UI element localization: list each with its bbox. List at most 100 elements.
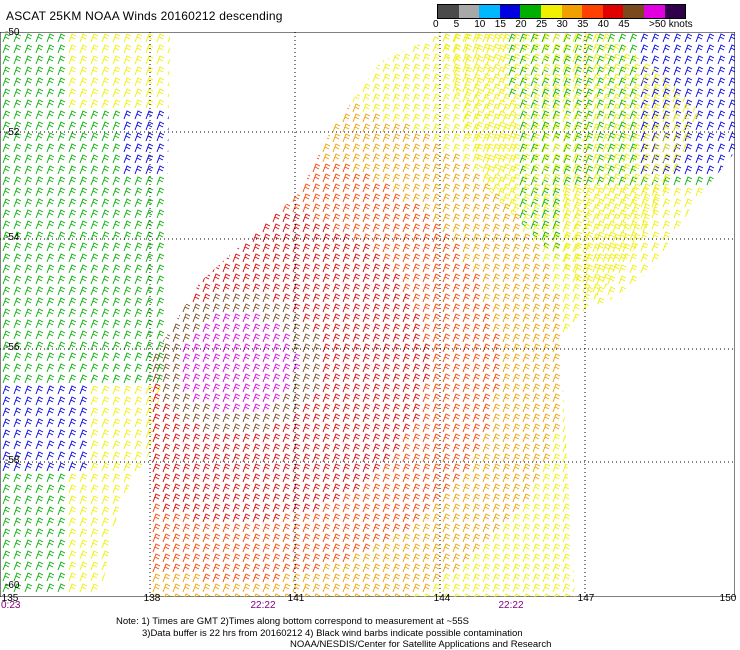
wind-barb	[46, 407, 55, 417]
wind-barb	[13, 264, 22, 274]
wind-barb	[145, 110, 154, 120]
wind-barb	[57, 44, 66, 54]
wind-barb	[145, 154, 154, 164]
wind-barb	[13, 539, 22, 549]
wind-barb	[90, 77, 99, 87]
wind-barb	[662, 231, 671, 241]
wind-barb	[13, 561, 22, 571]
wind-barb	[156, 264, 165, 274]
wind-barb	[2, 308, 11, 318]
wind-barb	[79, 77, 88, 87]
wind-barb	[35, 209, 44, 219]
wind-barb	[145, 121, 154, 131]
wind-barb	[134, 55, 143, 65]
wind-barb	[13, 517, 22, 527]
wind-barb	[684, 176, 693, 186]
colorbar-swatch	[540, 5, 562, 18]
wind-barb	[101, 176, 110, 186]
wind-barb	[145, 330, 154, 340]
wind-barb	[673, 99, 682, 109]
wind-barb	[35, 407, 44, 417]
wind-barb	[101, 319, 110, 329]
wind-barb	[596, 220, 605, 230]
wind-barb	[101, 286, 110, 296]
wind-barb	[112, 198, 121, 208]
wind-barb	[112, 429, 121, 439]
colorbar-label: 0	[433, 19, 439, 30]
wind-barb	[46, 550, 55, 560]
wind-barb	[112, 132, 121, 142]
wind-barb	[24, 396, 33, 406]
wind-barb	[475, 77, 484, 87]
wind-barb	[24, 550, 33, 560]
wind-barb	[640, 55, 649, 65]
wind-barb	[24, 308, 33, 318]
wind-barb	[519, 66, 528, 76]
wind-barb	[90, 484, 99, 494]
wind-barb	[112, 121, 121, 131]
wind-barb	[112, 264, 121, 274]
wind-barb	[46, 363, 55, 373]
wind-barb	[57, 33, 66, 43]
wind-barb	[123, 462, 132, 472]
wind-speed-colorbar: 0 5 10 15 20 25 30 35 40 45 >50 knots	[433, 4, 737, 34]
wind-barb	[90, 583, 99, 593]
wind-barb	[57, 473, 66, 483]
wind-barb	[112, 473, 121, 483]
wind-barb	[90, 165, 99, 175]
wind-barb	[35, 99, 44, 109]
wind-barb	[134, 33, 143, 43]
wind-barb	[2, 55, 11, 65]
wind-barb	[57, 429, 66, 439]
wind-barb	[68, 363, 77, 373]
wind-barb	[112, 55, 121, 65]
wind-barb	[728, 99, 735, 109]
wind-barb	[717, 121, 726, 131]
wind-barb	[123, 418, 132, 428]
wind-barb	[552, 165, 561, 175]
wind-barb	[68, 583, 77, 593]
wind-barb	[134, 231, 143, 241]
wind-barb	[68, 308, 77, 318]
wind-barb	[728, 143, 735, 153]
wind-barb	[35, 77, 44, 87]
wind-barb	[134, 440, 143, 450]
wind-barb	[35, 121, 44, 131]
wind-barb	[79, 528, 88, 538]
wind-barb	[519, 198, 528, 208]
wind-barb	[13, 231, 22, 241]
wind-barb	[68, 341, 77, 351]
wind-barb	[530, 44, 539, 54]
wind-barb	[68, 187, 77, 197]
wind-barb	[68, 297, 77, 307]
colorbar-swatch	[582, 5, 603, 18]
wind-barb	[101, 539, 110, 549]
wind-barb	[607, 121, 616, 131]
wind-barb	[13, 297, 22, 307]
wind-barb	[90, 528, 99, 538]
wind-barb	[68, 330, 77, 340]
wind-barb	[57, 55, 66, 65]
wind-barb	[13, 462, 22, 472]
wind-barb	[519, 176, 528, 186]
wind-barb	[24, 539, 33, 549]
wind-barb	[35, 583, 44, 593]
wind-barb	[112, 297, 121, 307]
wind-barb	[662, 209, 671, 219]
wind-barb	[35, 385, 44, 395]
wind-barb	[640, 220, 649, 230]
colorbar-label: 25	[536, 19, 548, 30]
wind-barb	[90, 418, 99, 428]
wind-barb	[35, 374, 44, 384]
wind-barb	[24, 407, 33, 417]
wind-barb	[156, 297, 165, 307]
wind-barb	[607, 154, 616, 164]
wind-barb	[57, 187, 66, 197]
wind-barb	[46, 572, 55, 582]
wind-barb	[123, 44, 132, 54]
wind-barb	[728, 88, 735, 98]
wind-barb	[46, 264, 55, 274]
wind-barb	[68, 385, 77, 395]
wind-barb	[79, 363, 88, 373]
wind-barb	[24, 220, 33, 230]
